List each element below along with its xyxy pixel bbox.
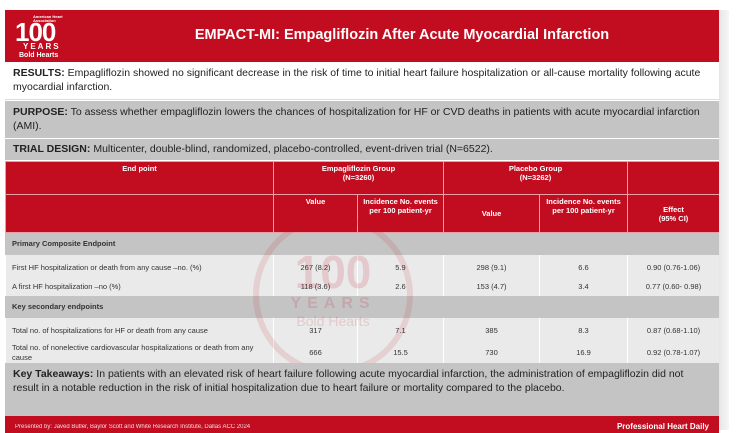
results-label: RESULTS: [13,67,65,79]
table-row: Total no. of nonelective cardiovascular … [5,340,720,366]
table-subheader-row: Value Incidence No. events per 100 patie… [5,194,720,233]
emp-incidence-cell: 5.9 [357,255,444,277]
col-plac-value: Value [443,194,540,233]
header-banner: American Heart Association 100 YEARS Bol… [5,10,719,62]
col-endpoint: End point [5,161,274,195]
trial-design-label: TRIAL DESIGN: [13,143,91,155]
section-title: Primary Composite Endpoint [5,232,720,255]
table-row: A first HF hospitalization –no (%) 118 (… [5,277,720,296]
effect-ci-label: (95% CI) [658,213,689,223]
purpose-section: PURPOSE: To assess whether empagliflozin… [5,101,719,138]
plac-value-cell: 730 [443,340,540,366]
emp-value-cell: 666 [273,340,358,366]
effect-cell: 0.87 (0.68-1.10) [627,318,720,340]
section-title: Key secondary endpoints [5,296,720,318]
endpoint-table: End point Empagliflozin Group (N=3260) P… [5,161,720,366]
results-section: RESULTS: Empagliflozin showed no signifi… [5,62,719,100]
effect-cell: 0.77 (0.60- 0.98) [627,277,720,296]
emp-value-cell: 267 (8.2) [273,255,358,277]
endpoint-cell: Total no. of hospitalizations for HF or … [5,318,274,340]
trial-design-text: Multicenter, double-blind, randomized, p… [90,143,493,155]
empagliflozin-n: (N=3260) [342,173,375,182]
plac-value-cell: 153 (4.7) [443,277,540,296]
emp-incidence-cell: 7.1 [357,318,444,340]
table-header-row: End point Empagliflozin Group (N=3260) P… [5,161,720,195]
col-empagliflozin-group: Empagliflozin Group (N=3260) [273,161,444,195]
table-row: First HF hospitalization or death from a… [5,255,720,277]
col-placebo-group: Placebo Group (N=3262) [443,161,628,195]
takeaways-text: In patients with an elevated risk of hea… [13,368,684,394]
plac-incidence-cell: 16.9 [539,340,628,366]
purpose-text: To assess whether empagliflozin lowers t… [13,106,700,132]
col-plac-incidence: Incidence No. events per 100 patient-yr [539,194,628,233]
logo-years: YEARS [23,42,61,51]
endpoint-cell: Total no. of nonelective cardiovascular … [5,340,274,366]
logo-number: 100 [15,17,56,47]
slide: American Heart Association 100 YEARS Bol… [5,10,720,433]
logo-tagline: Bold Hearts [19,52,59,59]
plac-incidence-cell: 6.6 [539,255,628,277]
footer-banner: Presented by: Javed Butler, Baylor Scott… [5,416,719,433]
effect-cell: 0.92 (0.78-1.07) [627,340,720,366]
footer-brand: Professional Heart Daily [616,422,709,431]
emp-value-cell: 118 (3.6) [273,277,358,296]
placebo-group-label: Placebo Group [508,164,563,173]
results-text: Empagliflozin showed no significant decr… [13,67,701,93]
plac-value-cell: 298 (9.1) [443,255,540,277]
empagliflozin-group-label: Empagliflozin Group [321,164,396,173]
page-edge-shadow [719,10,729,430]
emp-incidence-cell: 2.6 [357,277,444,296]
trial-design-section: TRIAL DESIGN: Multicenter, double-blind,… [5,139,719,160]
logo-org-text: American Heart Association [33,14,63,23]
plac-incidence-cell: 8.3 [539,318,628,340]
endpoint-cell: First HF hospitalization or death from a… [5,255,274,277]
key-takeaways-section: Key Takeaways: In patients with an eleva… [5,363,719,416]
emp-value-cell: 317 [273,318,358,340]
takeaways-label: Key Takeaways: [13,368,94,380]
page-title: EMPACT-MI: Empagliflozin After Acute Myo… [194,27,610,43]
col-effect-blank [627,161,720,195]
table-row: Total no. of hospitalizations for HF or … [5,318,720,340]
effect-label: Effect [663,204,684,214]
aha-100-years-logo: American Heart Association 100 YEARS Bol… [11,12,69,60]
plac-value-cell: 385 [443,318,540,340]
effect-cell: 0.90 (0.76-1.06) [627,255,720,277]
col-effect: Effect (95% CI) [627,194,720,233]
section-row-primary: Primary Composite Endpoint [5,232,720,255]
section-row-secondary: Key secondary endpoints [5,296,720,318]
col-emp-value: Value [273,194,358,233]
purpose-label: PURPOSE: [13,106,68,118]
plac-incidence-cell: 3.4 [539,277,628,296]
placebo-n: (N=3262) [519,173,552,182]
col-emp-incidence: Incidence No. events per 100 patient-yr [357,194,444,233]
endpoint-cell: A first HF hospitalization –no (%) [5,277,274,296]
presented-by: Presented by: Javed Butler, Baylor Scott… [15,424,251,430]
col-endpoint-blank [5,194,274,233]
